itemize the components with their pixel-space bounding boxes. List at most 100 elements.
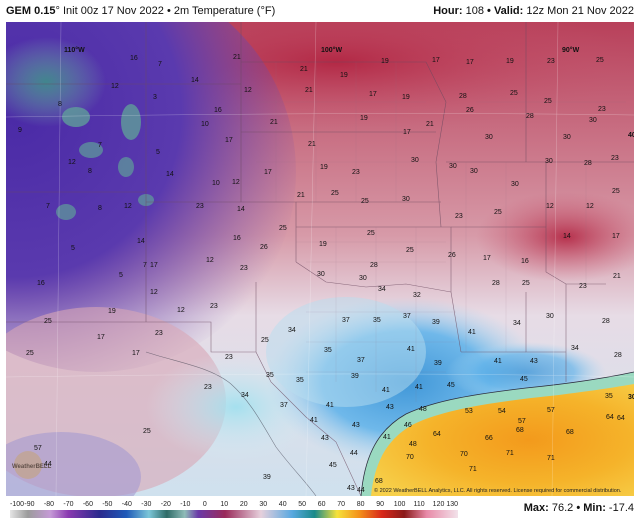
temperature-value: 37	[342, 317, 350, 324]
temperature-value: 68	[516, 427, 524, 434]
temperature-value: 23	[225, 354, 233, 361]
lat-lon-label: 40°N	[628, 131, 634, 139]
colorbar-tick-label: -70	[63, 501, 73, 508]
temperature-value: 14	[237, 206, 245, 213]
temperature-value: 45	[520, 376, 528, 383]
temperature-value: 28	[602, 318, 610, 325]
colorbar-tick-label: -30	[141, 501, 151, 508]
temperature-value: 25	[596, 57, 604, 64]
temperature-value: 44	[350, 450, 358, 457]
temperature-value: 30	[402, 196, 410, 203]
temperature-value: 21	[613, 273, 621, 280]
temperature-value: 64	[433, 431, 441, 438]
valid-time: Hour: 108 • Valid: 12z Mon 21 Nov 2022	[433, 5, 634, 17]
temperature-value: 17	[369, 91, 377, 98]
temperature-value: 7	[158, 61, 162, 68]
temperature-value: 23	[155, 330, 163, 337]
temperature-value: 66	[485, 435, 493, 442]
temperature-value: 41	[468, 329, 476, 336]
temperature-value: 21	[297, 192, 305, 199]
colorbar-tick-label: -50	[102, 501, 112, 508]
lat-lon-label: 30°N	[628, 393, 634, 401]
colorbar-tick-label: 60	[318, 501, 326, 508]
very-cold-patch	[6, 37, 106, 127]
temperature-value: 28	[526, 113, 534, 120]
mexico-border	[145, 351, 317, 496]
temperature-value: 26	[448, 252, 456, 259]
colorbar-tick-label: 80	[357, 501, 365, 508]
temperature-value: 12	[150, 289, 158, 296]
temperature-value: 8	[98, 205, 102, 212]
temperature-value: 7	[143, 262, 147, 269]
temperature-value: 71	[547, 455, 555, 462]
temperature-value: 30	[449, 163, 457, 170]
gulf-coastline	[360, 371, 634, 496]
temperature-value: 17	[432, 57, 440, 64]
temperature-value: 39	[351, 373, 359, 380]
temperature-value: 17	[150, 262, 158, 269]
temperature-value: 7	[98, 142, 102, 149]
max-label: Max:	[523, 502, 549, 514]
temperature-value: 28	[614, 352, 622, 359]
temperature-value: 41	[326, 402, 334, 409]
temperature-value: 35	[296, 377, 304, 384]
temperature-value: 44	[357, 487, 365, 494]
temperature-value: 71	[469, 466, 477, 473]
temperature-value: 12	[232, 179, 240, 186]
weatherbell-logo: WeatherBELL	[12, 451, 52, 479]
temperature-value: 5	[156, 149, 160, 156]
colorbar-ticks: -100 -90 -80 -70 -60 -50 -40 -30 -20 -10 0 10 20 30 40…	[10, 501, 458, 508]
temperature-value: 35	[266, 372, 274, 379]
copyright-notice: © 2022 WeatherBELL Analytics, LLC. All r…	[374, 487, 622, 494]
min-label: • Min:	[576, 502, 606, 514]
colorbar-tick-label: -100	[10, 501, 24, 508]
temperature-value: 3	[153, 94, 157, 101]
max-value: 76.2	[551, 502, 574, 514]
temperature-labels: 16 7 21 21 14 19 17 17 19 23 25 19 21 17 19 28 25 25 23 16 3…	[18, 54, 625, 494]
temperature-value: 5	[119, 272, 123, 279]
temperature-value: 17	[132, 350, 140, 357]
lat-lon-label: 90°W	[562, 46, 580, 54]
temperature-value: 17	[466, 59, 474, 66]
temperature-value: 70	[406, 454, 414, 461]
temperature-value: 41	[383, 434, 391, 441]
temperature-value: 35	[373, 317, 381, 324]
cold-band-east	[476, 192, 634, 282]
temperature-value: 8	[58, 101, 62, 108]
state-borders	[6, 22, 634, 496]
temperature-value: 25	[406, 247, 414, 254]
temperature-colorbar: -100 -90 -80 -70 -60 -50 -40 -30 -20 -10 0 10 20 30 40…	[10, 501, 458, 518]
lat-lon-labels: 100°W 90°W 40°N 30°N 110°W	[64, 46, 634, 401]
temperature-value: 25	[44, 318, 52, 325]
temperature-value: 41	[382, 387, 390, 394]
temperature-value: 57	[34, 445, 42, 452]
temperature-value: 37	[280, 402, 288, 409]
temperature-value: 30	[511, 181, 519, 188]
temperature-value: 19	[381, 58, 389, 65]
temperature-value: 43	[321, 435, 329, 442]
colorbar-tick-label: 120	[433, 501, 445, 508]
colorbar-gradient	[10, 510, 458, 518]
temperature-value: 25	[510, 90, 518, 97]
temperature-value: 23	[598, 106, 606, 113]
temperature-value: 25	[279, 225, 287, 232]
colorbar-tick-label: -90	[24, 501, 34, 508]
temperature-value: 45	[329, 462, 337, 469]
temperature-value: 17	[97, 334, 105, 341]
temperature-value: 71	[506, 450, 514, 457]
temperature-value: 41	[494, 358, 502, 365]
watermark-text: WeatherBELL	[12, 464, 52, 470]
colorbar-tick-label: 40	[279, 501, 287, 508]
temperature-value: 25	[544, 98, 552, 105]
temperature-value: 48	[409, 441, 417, 448]
temperature-value: 19	[340, 72, 348, 79]
temperature-value: 41	[415, 384, 423, 391]
colorbar-tick-label: 30	[259, 501, 267, 508]
temperature-value: 12	[586, 203, 594, 210]
temperature-value: 12	[206, 257, 214, 264]
temperature-value: 16	[521, 258, 529, 265]
temperature-value: 21	[308, 141, 316, 148]
temperature-value: 12	[68, 159, 76, 166]
temperature-value: 23	[611, 155, 619, 162]
temperature-value: 35	[324, 347, 332, 354]
